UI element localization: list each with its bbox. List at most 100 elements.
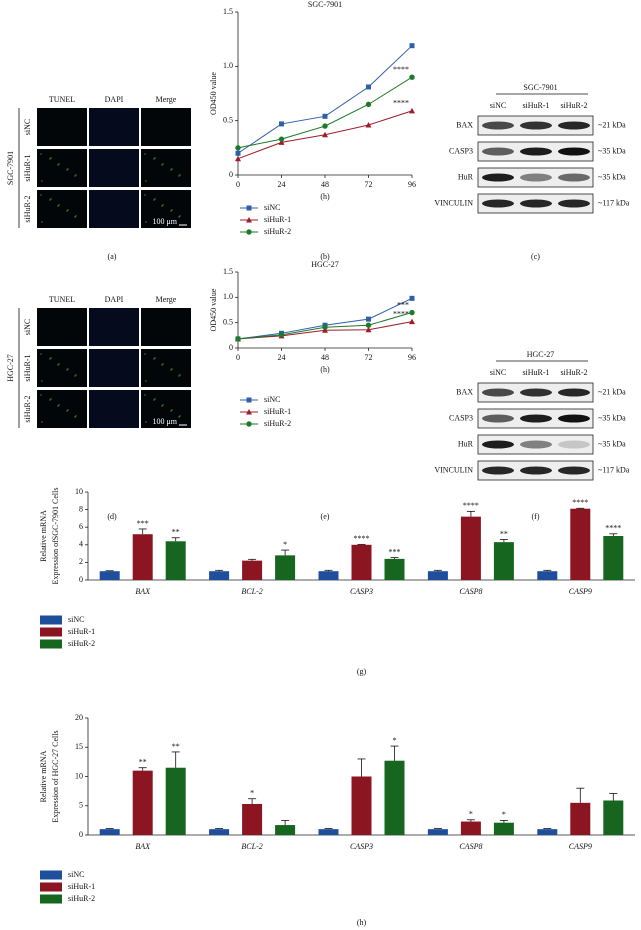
signal-dot — [67, 409, 69, 411]
y-tick-label: 5 — [79, 801, 83, 810]
y-tick-label: 0 — [79, 575, 83, 584]
size-label: ~35 kDa — [598, 146, 626, 155]
panel-label: (f) — [532, 512, 540, 521]
error-bar — [281, 549, 290, 556]
error-bar — [324, 569, 333, 572]
legend-swatch — [40, 615, 62, 625]
y-tick-label: 10 — [75, 487, 83, 496]
signal-dot — [145, 180, 147, 182]
marker — [322, 123, 328, 129]
y-tick-label: 1.0 — [223, 61, 233, 70]
signal-dot — [144, 353, 146, 355]
bar — [209, 829, 230, 835]
group-label: SGC-7901 — [6, 151, 15, 185]
x-tick-label: 24 — [278, 180, 286, 189]
bar — [275, 555, 296, 580]
blot-title: SGC-7901 — [523, 83, 557, 92]
marker — [322, 113, 328, 119]
bar — [351, 544, 372, 580]
band — [520, 121, 552, 130]
series-line — [237, 297, 413, 340]
bar — [351, 776, 372, 835]
signal-dot — [41, 180, 43, 182]
bar — [537, 829, 558, 835]
signal-dot — [144, 153, 146, 155]
row-label: siHuR-1 — [23, 154, 32, 181]
marker — [365, 326, 372, 333]
signal-dot — [58, 163, 60, 165]
bar — [460, 516, 481, 580]
y-tick-label: 1.0 — [223, 292, 233, 301]
significance: ** — [172, 528, 180, 537]
band — [482, 414, 514, 423]
error-bar — [138, 767, 147, 771]
y-tick-label: 1.5 — [223, 7, 233, 16]
signal-dot — [179, 415, 181, 417]
band — [558, 147, 590, 156]
bar — [493, 822, 514, 835]
signal-dot — [40, 194, 42, 196]
y-tick-label: 0.5 — [223, 317, 233, 326]
error-bar — [543, 569, 552, 572]
blot-title: HGC-27 — [527, 350, 555, 359]
signal-dot — [145, 421, 147, 423]
bar — [132, 534, 153, 580]
significance: * — [502, 810, 506, 819]
marker — [366, 84, 371, 90]
signal-dot — [162, 363, 164, 365]
micrograph — [89, 390, 139, 428]
significance: **** — [354, 534, 370, 543]
signal-dot — [74, 216, 76, 218]
legend-label: siNC — [264, 395, 280, 404]
legend-label: siHuR-1 — [264, 215, 291, 224]
micrograph — [89, 149, 139, 187]
significance: **** — [393, 309, 409, 318]
signal-dot — [66, 210, 68, 212]
error-bar — [609, 533, 618, 536]
band — [482, 121, 514, 130]
x-tick-label: 96 — [408, 180, 416, 189]
scale-bar-label: 100 μm — [152, 417, 177, 426]
bar — [493, 542, 514, 580]
signal-dot — [178, 375, 180, 377]
signal-dot — [162, 204, 164, 206]
size-label: ~117 kDa — [598, 198, 630, 207]
panel-label: (a) — [108, 252, 117, 261]
row-label: siHuR-1 — [23, 354, 32, 381]
bar — [460, 821, 481, 835]
error-bar — [171, 751, 180, 768]
signal-dot — [57, 364, 59, 366]
marker — [409, 74, 415, 80]
legend-label: siHuR-1 — [68, 627, 95, 636]
micrograph — [141, 349, 191, 387]
bar — [132, 770, 153, 835]
y-tick-label: 6 — [79, 522, 83, 531]
signal-dot — [75, 374, 77, 376]
bar — [242, 560, 263, 580]
signal-dot — [41, 380, 43, 382]
bar — [384, 760, 405, 835]
signal-dot — [40, 153, 42, 155]
lane-label: siHuR-1 — [522, 368, 549, 377]
marker — [365, 101, 372, 108]
signal-dot — [41, 421, 43, 423]
band — [482, 173, 514, 182]
legend-marker — [246, 229, 252, 235]
legend-swatch — [40, 627, 62, 637]
column-header: TUNEL — [49, 95, 75, 104]
legend-marker — [246, 409, 252, 415]
signal-dot — [161, 164, 163, 166]
protein-label: CASP3 — [449, 413, 473, 422]
band — [520, 414, 552, 423]
signal-dot — [75, 174, 77, 176]
bar — [165, 767, 186, 835]
panel-label: (c) — [531, 252, 540, 261]
signal-dot — [145, 380, 147, 382]
signal-dot — [50, 398, 52, 400]
marker — [235, 336, 241, 342]
error-bar — [105, 828, 114, 830]
legend-swatch — [40, 639, 62, 649]
signal-dot — [75, 415, 77, 417]
legend-label: siHuR-1 — [68, 882, 95, 891]
